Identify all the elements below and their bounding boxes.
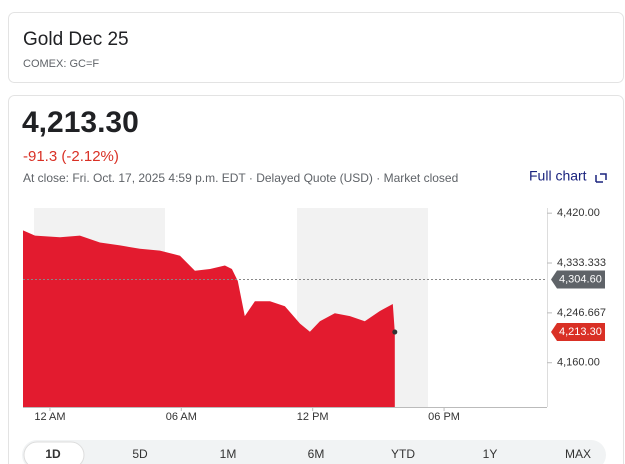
tab[interactable]: 1M — [220, 447, 237, 461]
tab[interactable]: 6M — [308, 447, 325, 461]
close-info: At close: Fri. Oct. 17, 2025 4:59 p.m. E… — [23, 171, 458, 185]
tab[interactable]: 1D — [45, 447, 61, 461]
x-tick-label: 12 PM — [297, 411, 329, 423]
last-price-label: 4,213.30 — [559, 326, 602, 338]
y-tick-label: 4,246.667 — [557, 307, 606, 319]
y-tick-label: 4,420.00 — [557, 207, 600, 219]
price: 4,213.30 — [22, 106, 139, 139]
full-chart-link[interactable]: Full chart — [529, 168, 587, 184]
change: -91.3 (-2.12%) — [23, 148, 119, 165]
tab[interactable]: YTD — [391, 447, 415, 461]
tab-bar — [22, 440, 606, 464]
tab[interactable]: MAX — [565, 447, 591, 461]
header-card — [8, 12, 624, 83]
x-tick-label: 12 AM — [34, 411, 65, 423]
selected-tab — [23, 441, 85, 464]
y-tick-label: 4,160.00 — [557, 357, 600, 369]
last-point — [392, 329, 398, 335]
price-area — [23, 230, 395, 407]
x-tick-label: 06 AM — [166, 411, 197, 423]
previous-close-label: 4,304.60 — [559, 273, 602, 285]
tab[interactable]: 5D — [132, 447, 148, 461]
x-tick-label: 06 PM — [428, 411, 460, 423]
last-price-badge — [551, 323, 605, 342]
title: Gold Dec 25 — [23, 29, 129, 50]
previous-close-badge — [551, 270, 605, 289]
expand-icon[interactable] — [595, 173, 607, 183]
y-tick-label: 4,333.333 — [557, 257, 606, 269]
subtitle: COMEX: GC=F — [23, 58, 99, 70]
tab[interactable]: 1Y — [483, 447, 498, 461]
